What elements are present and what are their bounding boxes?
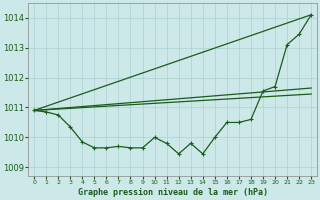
X-axis label: Graphe pression niveau de la mer (hPa): Graphe pression niveau de la mer (hPa) xyxy=(78,188,268,197)
